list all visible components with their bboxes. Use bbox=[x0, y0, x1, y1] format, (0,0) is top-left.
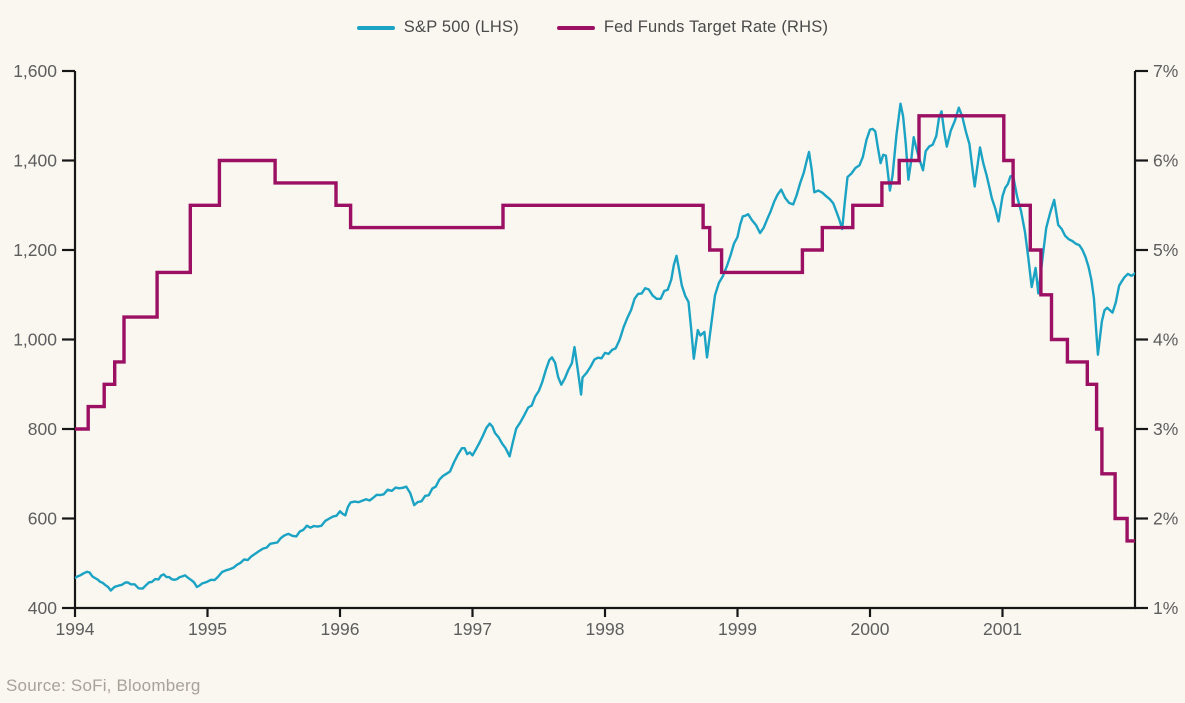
x-axis-tick-label: 1997 bbox=[453, 619, 492, 639]
right-axis-tick-label: 2% bbox=[1153, 509, 1178, 529]
left-axis-tick-label: 800 bbox=[28, 419, 57, 439]
left-axis-tick-label: 1,000 bbox=[13, 330, 57, 350]
right-axis-tick-label: 7% bbox=[1153, 61, 1178, 81]
x-axis-tick-label: 1996 bbox=[321, 619, 360, 639]
left-axis-tick-label: 400 bbox=[28, 598, 57, 618]
x-axis-tick-label: 1998 bbox=[586, 619, 625, 639]
fed-funds-target-rate-line bbox=[75, 114, 1135, 543]
right-axis-tick-label: 4% bbox=[1153, 330, 1178, 350]
x-axis-tick-label: 2001 bbox=[983, 619, 1022, 639]
right-axis-tick-label: 3% bbox=[1153, 419, 1178, 439]
left-axis-tick-label: 1,200 bbox=[13, 240, 57, 260]
right-axis-tick-label: 5% bbox=[1153, 240, 1178, 260]
left-axis-tick-label: 1,600 bbox=[13, 61, 57, 81]
x-axis-tick-label: 1994 bbox=[56, 619, 95, 639]
left-axis-tick-label: 1,400 bbox=[13, 151, 57, 171]
sp500-line bbox=[75, 102, 1135, 592]
right-axis-tick-label: 6% bbox=[1153, 151, 1178, 171]
x-axis-tick-label: 1999 bbox=[718, 619, 757, 639]
right-axis-tick-label: 1% bbox=[1153, 598, 1178, 618]
x-axis-tick-label: 1995 bbox=[188, 619, 227, 639]
source-note: Source: SoFi, Bloomberg bbox=[6, 676, 201, 695]
x-axis-tick-label: 2000 bbox=[851, 619, 890, 639]
left-axis-tick-label: 600 bbox=[28, 509, 57, 529]
